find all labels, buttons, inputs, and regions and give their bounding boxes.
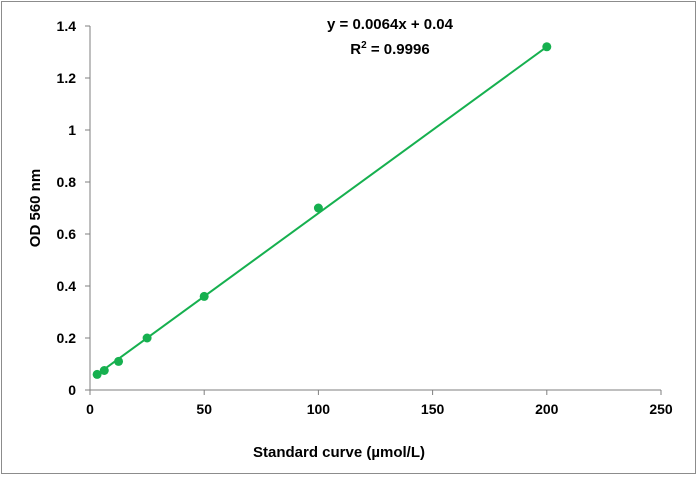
y-tick-label: 0.6 (57, 226, 77, 242)
chart-frame: 0 50 100 150 200 250 0 0.2 0.4 0.6 0.8 1 1.2 1.4 y =… (1, 1, 696, 474)
data-point (92, 369, 102, 379)
chart-svg: 0 50 100 150 200 250 0 0.2 0.4 0.6 0.8 1 1.2 1.4 y =… (27, 16, 673, 461)
data-points (92, 42, 552, 379)
r-squared-label: R2 = 0.9996 (350, 40, 429, 58)
data-point (542, 42, 552, 52)
data-point (142, 333, 152, 343)
x-tick-label: 150 (421, 401, 445, 417)
data-point (99, 366, 109, 375)
y-tick-label: 0.2 (57, 330, 77, 346)
x-tick-label: 250 (649, 401, 673, 417)
x-tick-label: 100 (307, 401, 331, 417)
y-tick-label: 1 (68, 122, 76, 138)
x-tick-label: 0 (86, 401, 94, 417)
data-point (114, 356, 124, 366)
data-point (199, 291, 209, 301)
y-tick-label: 1.4 (57, 18, 77, 34)
y-axis-title: OD 560 nm (27, 169, 44, 247)
y-tick-label: 0.8 (57, 174, 77, 190)
x-axis-title: Standard curve (µmol/L) (253, 444, 425, 461)
r-squared-superscript: 2 (361, 40, 367, 51)
y-tick-label: 0.4 (57, 278, 77, 294)
equation-label: y = 0.0064x + 0.04 (327, 16, 454, 33)
data-point (313, 203, 323, 213)
x-tick-label: 200 (535, 401, 559, 417)
y-axis-ticks: 0 0.2 0.4 0.6 0.8 1 1.2 1.4 (57, 18, 90, 398)
x-axis-ticks: 0 50 100 150 200 250 (86, 390, 673, 417)
axes (89, 26, 661, 391)
y-tick-label: 1.2 (57, 70, 77, 86)
x-tick-label: 50 (196, 401, 212, 417)
y-tick-label: 0 (68, 382, 76, 398)
